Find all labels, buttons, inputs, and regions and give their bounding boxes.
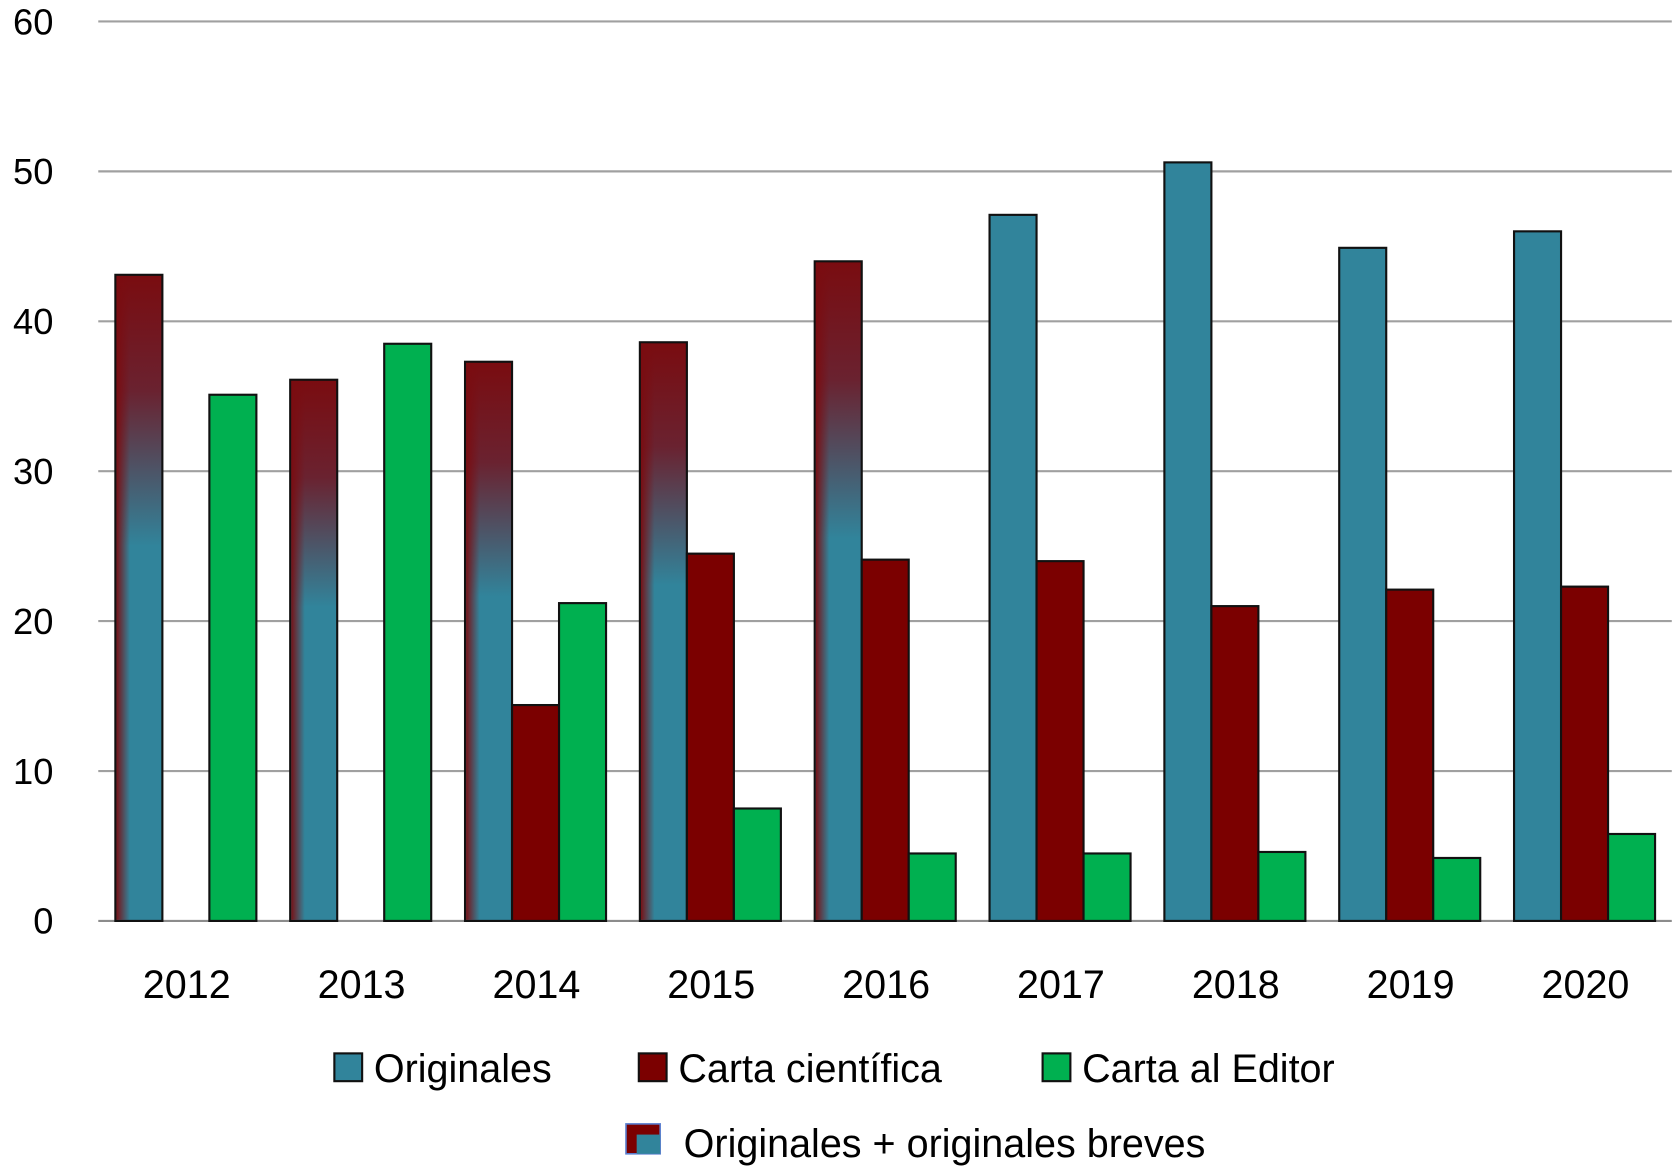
bar-carta-al-editor-2014	[557, 602, 608, 922]
bar-originales-originales-breves-2016-shade	[815, 262, 861, 920]
bar-carta-cient-fica-2016	[860, 558, 910, 922]
bar-carta-al-editor-2018	[1257, 850, 1307, 922]
legend-swatch-originales	[333, 1052, 364, 1083]
bar-originales-2017	[988, 213, 1038, 922]
legend-item-originales-breves[interactable]: Originales + originales breves	[625, 1122, 1206, 1166]
y-tick-label: 20	[13, 601, 53, 642]
x-tick-label: 2017	[1017, 963, 1105, 1007]
legend: Originales Carta científica Carta al Edi…	[333, 1047, 1335, 1166]
legend-label: Carta al Editor	[1082, 1047, 1335, 1091]
x-tick-label: 2015	[667, 963, 755, 1007]
x-tick-label: 2013	[318, 963, 406, 1007]
bar-carta-cient-fica-2018	[1210, 605, 1260, 922]
bar-carta-al-editor-2019	[1432, 856, 1482, 922]
y-axis-ticks: 0 10 20 30 40 50 60	[13, 1, 53, 941]
legend-label: Originales	[374, 1047, 552, 1091]
bar-carta-al-editor-2017	[1082, 852, 1132, 922]
bar-originales-2018	[1163, 161, 1213, 922]
legend-swatch-carta-al-editor	[1041, 1052, 1072, 1083]
x-tick-label: 2018	[1192, 963, 1280, 1007]
bar-originales-originales-breves-2014-shade	[466, 362, 511, 920]
x-axis-ticks: 2012 2013 2014 2015 2016 2017 2018 2019 2020	[143, 963, 1630, 1007]
legend-item-originales[interactable]: Originales	[333, 1047, 552, 1091]
bar-originales-2020	[1512, 230, 1563, 922]
bar-originales-originales-breves-2012-shade	[116, 275, 162, 920]
x-tick-label: 2019	[1367, 963, 1455, 1007]
y-tick-label: 0	[33, 901, 53, 942]
legend-item-carta-cientifica[interactable]: Carta científica	[637, 1047, 942, 1091]
bar-carta-cient-fica-2017	[1035, 560, 1085, 922]
bar-carta-al-editor-2015	[732, 807, 782, 922]
y-tick-label: 60	[13, 1, 53, 42]
legend-swatch-carta-cientifica	[637, 1052, 668, 1083]
x-tick-label: 2020	[1541, 963, 1629, 1007]
x-tick-label: 2012	[143, 963, 231, 1007]
bar-originales-originales-breves-2013-shade	[291, 380, 337, 920]
bar-carta-al-editor-2020	[1606, 832, 1657, 922]
legend-swatch-inner	[636, 1134, 661, 1154]
bar-carta-al-editor-2013	[383, 342, 433, 922]
bar-originales-2019	[1338, 246, 1388, 922]
bars	[114, 161, 1657, 922]
bar-carta-al-editor-2016	[907, 852, 957, 922]
bar-carta-cient-fica-2020	[1559, 585, 1610, 922]
bar-carta-cient-fica-2015	[685, 552, 735, 922]
bar-carta-cient-fica-2019	[1385, 588, 1435, 922]
bar-originales-originales-breves-2015-shade	[640, 343, 686, 920]
bar-carta-cient-fica-2014	[510, 703, 561, 922]
y-tick-label: 50	[13, 151, 53, 192]
x-tick-label: 2014	[492, 963, 580, 1007]
x-tick-label: 2016	[842, 963, 930, 1007]
bar-carta-al-editor-2012	[208, 393, 258, 922]
y-tick-label: 40	[13, 301, 53, 342]
legend-label: Originales + originales breves	[684, 1122, 1206, 1166]
legend-item-carta-al-editor[interactable]: Carta al Editor	[1041, 1047, 1335, 1091]
legend-label: Carta científica	[678, 1047, 942, 1091]
y-tick-label: 10	[13, 751, 53, 792]
y-tick-label: 30	[13, 451, 53, 492]
